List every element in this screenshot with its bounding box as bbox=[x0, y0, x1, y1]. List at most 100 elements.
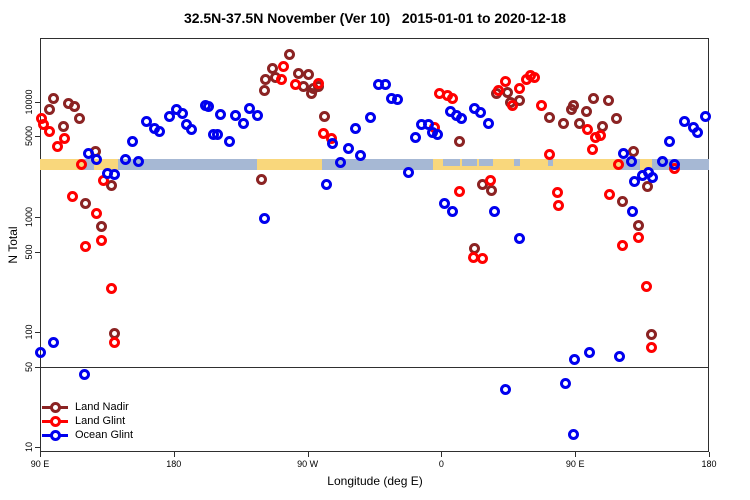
data-point-land-glint bbox=[313, 77, 325, 89]
data-point-land-glint bbox=[582, 124, 594, 136]
data-point-land-nadir bbox=[283, 49, 295, 61]
data-point-ocean-glint bbox=[48, 336, 60, 348]
data-point-ocean-glint bbox=[626, 155, 638, 167]
y-axis-tick bbox=[35, 366, 40, 368]
data-point-land-glint bbox=[276, 74, 288, 86]
data-point-land-glint bbox=[67, 191, 79, 203]
data-point-ocean-glint bbox=[82, 147, 94, 159]
data-point-ocean-glint bbox=[132, 155, 144, 167]
chart-title: 32.5N-37.5N November (Ver 10) 2015-01-01… bbox=[183, 10, 567, 26]
data-point-ocean-glint bbox=[119, 154, 131, 166]
data-point-land-nadir bbox=[645, 329, 657, 341]
data-point-ocean-glint bbox=[514, 232, 526, 244]
data-point-land-nadir bbox=[260, 74, 272, 86]
data-point-land-glint bbox=[641, 280, 653, 292]
data-point-ocean-glint bbox=[230, 110, 242, 122]
data-point-land-nadir bbox=[602, 95, 614, 107]
data-point-land-nadir bbox=[543, 112, 555, 123]
data-point-land-nadir bbox=[627, 146, 639, 158]
y-axis-tick-label: 50 bbox=[24, 361, 34, 372]
world-map-strip-land bbox=[257, 158, 322, 171]
data-point-ocean-glint bbox=[342, 143, 354, 155]
data-point-land-glint bbox=[446, 92, 458, 104]
data-point-ocean-glint bbox=[252, 110, 264, 122]
x-axis-tick-label: 90 E bbox=[30, 459, 50, 469]
data-point-land-nadir bbox=[306, 88, 318, 100]
data-point-ocean-glint bbox=[321, 178, 333, 190]
world-map-strip-ocean bbox=[40, 158, 709, 171]
data-point-land-nadir bbox=[258, 85, 270, 97]
data-point-ocean-glint bbox=[483, 117, 495, 129]
data-point-land-nadir bbox=[74, 112, 86, 124]
y-axis-tick bbox=[35, 332, 40, 334]
data-point-land-nadir bbox=[557, 117, 569, 129]
data-point-ocean-glint bbox=[499, 383, 511, 395]
data-point-ocean-glint bbox=[78, 368, 90, 380]
data-point-ocean-glint bbox=[569, 353, 581, 365]
data-point-land-nadir bbox=[454, 136, 466, 148]
data-point-ocean-glint bbox=[154, 126, 166, 138]
data-point-land-nadir bbox=[574, 117, 586, 129]
data-point-land-glint bbox=[59, 132, 71, 144]
data-point-ocean-glint bbox=[410, 131, 422, 143]
data-point-ocean-glint bbox=[164, 111, 176, 123]
data-point-land-glint bbox=[604, 188, 616, 200]
legend-item-label: Land Nadir bbox=[75, 401, 129, 413]
world-map-strip-land bbox=[432, 158, 621, 171]
data-point-ocean-glint bbox=[212, 129, 224, 140]
data-point-ocean-glint bbox=[215, 108, 227, 120]
data-point-land-nadir bbox=[566, 104, 578, 116]
world-map-strip-sea-inlet bbox=[442, 158, 460, 166]
x-axis-tick-label: 90 E bbox=[565, 459, 585, 469]
data-point-ocean-glint bbox=[380, 78, 392, 90]
x-axis-tick-label: 90 W bbox=[297, 459, 319, 469]
data-point-ocean-glint bbox=[669, 159, 681, 171]
data-point-ocean-glint bbox=[617, 147, 629, 159]
y-axis-tick bbox=[35, 251, 40, 253]
data-point-land-nadir bbox=[611, 112, 623, 124]
legend-item-land-nadir: Land Nadir bbox=[40, 400, 220, 414]
data-point-land-nadir bbox=[486, 185, 498, 197]
data-point-land-nadir bbox=[80, 197, 92, 209]
legend-item-label: Ocean Glint bbox=[75, 429, 134, 442]
data-point-ocean-glint bbox=[456, 113, 468, 125]
data-point-land-glint bbox=[290, 78, 302, 90]
x-axis-tick bbox=[441, 452, 443, 457]
data-point-ocean-glint bbox=[141, 116, 153, 128]
data-point-land-glint bbox=[454, 186, 466, 198]
data-point-ocean-glint bbox=[224, 136, 236, 148]
data-point-ocean-glint bbox=[402, 167, 414, 179]
data-point-land-glint bbox=[506, 100, 518, 112]
x-axis-tick-label: 180 bbox=[701, 459, 717, 469]
data-point-ocean-glint bbox=[432, 129, 444, 140]
data-point-land-glint bbox=[617, 239, 629, 251]
x-axis-tick bbox=[40, 452, 41, 457]
data-point-land-glint bbox=[552, 187, 564, 199]
data-point-ocean-glint bbox=[244, 102, 256, 114]
y-axis-tick bbox=[35, 447, 40, 449]
data-point-land-nadir bbox=[616, 195, 628, 207]
data-point-land-glint bbox=[553, 199, 565, 211]
y-axis-tick bbox=[35, 136, 40, 138]
data-point-land-nadir bbox=[641, 180, 653, 192]
data-point-land-nadir bbox=[587, 92, 599, 104]
y-axis-title: N Total bbox=[6, 226, 20, 264]
data-point-land-nadir bbox=[43, 104, 55, 116]
data-point-land-glint bbox=[96, 235, 108, 247]
data-point-land-glint bbox=[492, 85, 504, 97]
data-point-land-nadir bbox=[632, 219, 644, 231]
world-map-strip-sea-inlet bbox=[461, 158, 477, 166]
data-point-ocean-glint bbox=[350, 123, 362, 135]
world-map-strip-sea-inlet bbox=[513, 158, 520, 166]
y-axis-tick-label: 5000 bbox=[24, 126, 34, 147]
data-point-land-glint bbox=[499, 75, 511, 87]
data-point-ocean-glint bbox=[365, 112, 377, 123]
legend-item-label: Land Glint bbox=[75, 415, 126, 428]
data-point-land-nadir bbox=[319, 111, 331, 123]
y-axis-tick-label: 500 bbox=[24, 244, 34, 260]
data-point-land-glint bbox=[91, 207, 103, 219]
data-point-land-nadir bbox=[68, 101, 80, 113]
data-point-land-glint bbox=[76, 158, 88, 170]
data-point-ocean-glint bbox=[678, 116, 690, 128]
data-point-land-glint bbox=[586, 144, 598, 156]
